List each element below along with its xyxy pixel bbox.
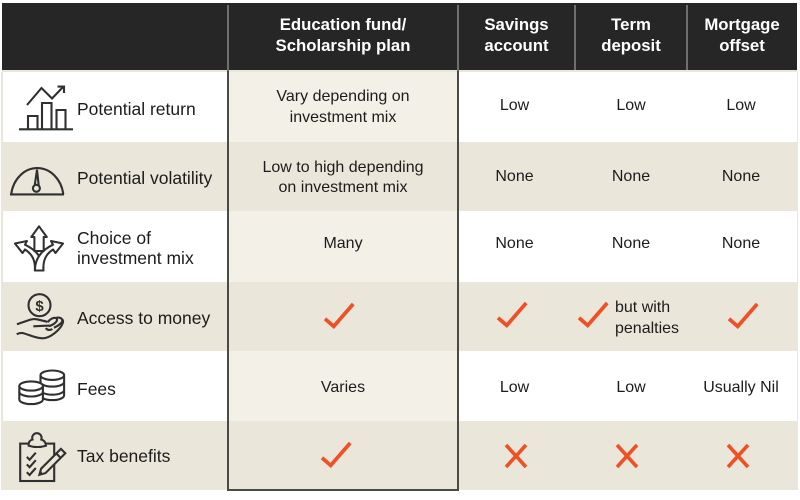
svg-text:$: $ bbox=[35, 298, 44, 315]
